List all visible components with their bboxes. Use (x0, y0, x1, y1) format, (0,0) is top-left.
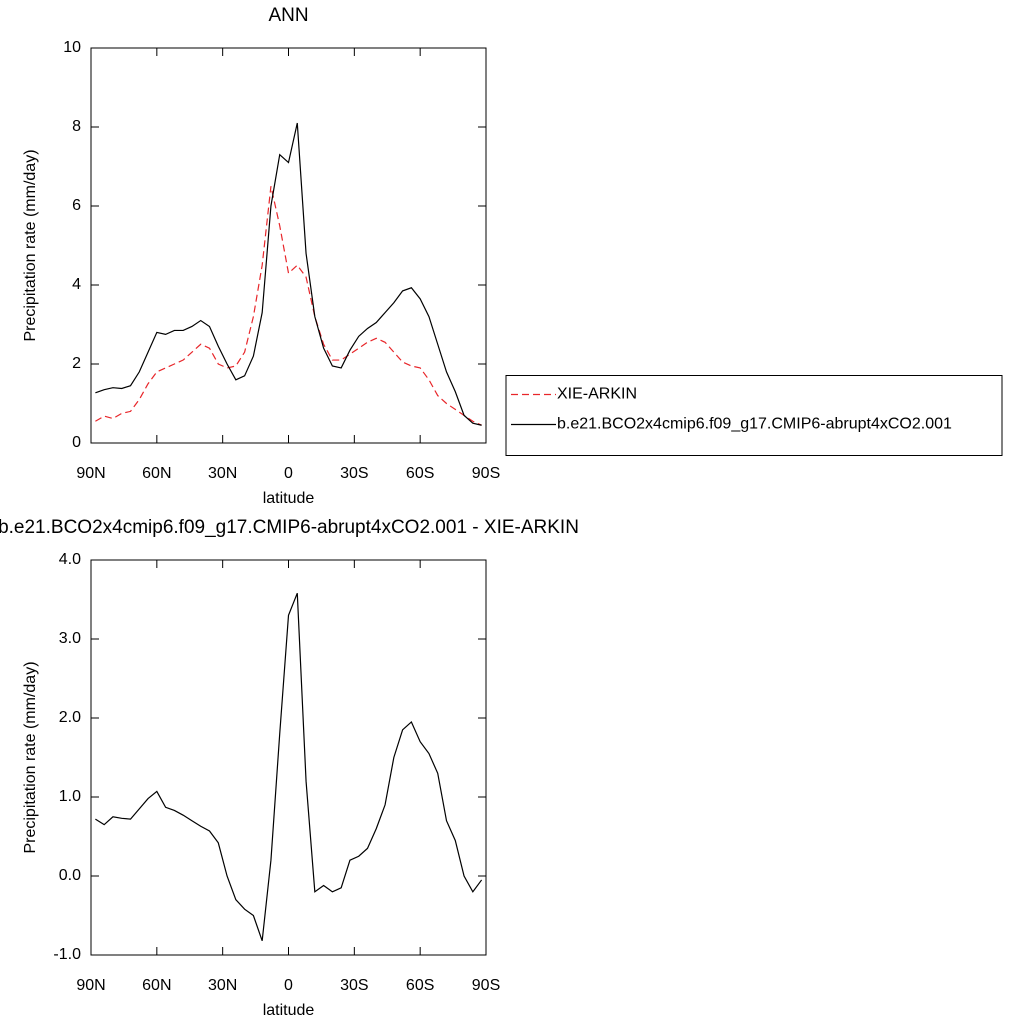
data-line (95, 122, 482, 426)
x-tick-label: 30S (340, 465, 368, 482)
x-tick-label: 90S (472, 977, 500, 994)
y-tick-label: 6 (72, 197, 81, 214)
y-tick-label: 8 (72, 118, 81, 135)
y-tick-label: 2 (72, 355, 81, 372)
y-axis-label: Precipitation rate (mm/day) (22, 661, 39, 853)
y-tick-label: -1.0 (53, 946, 81, 963)
x-tick-label: 90S (472, 465, 500, 482)
y-tick-label: 0.0 (59, 867, 81, 884)
x-axis-label: latitude (263, 490, 315, 507)
x-tick-label: 90N (76, 465, 105, 482)
data-line (95, 186, 482, 426)
y-tick-label: 3.0 (59, 630, 81, 647)
chart-title: ANN (268, 5, 308, 26)
x-tick-label: 60N (142, 977, 171, 994)
y-tick-label: 1.0 (59, 788, 81, 805)
y-tick-label: 2.0 (59, 709, 81, 726)
chart-title: b.e21.BCO2x4cmip6.f09_g17.CMIP6-abrupt4x… (0, 517, 579, 538)
legend-label: XIE-ARKIN (557, 386, 637, 403)
legend-box (505, 375, 1003, 456)
plot-frame (90, 47, 487, 444)
x-axis-label: latitude (263, 1002, 315, 1019)
y-tick-label: 4 (72, 276, 81, 293)
x-tick-label: 30N (208, 977, 237, 994)
plot-frame (90, 559, 487, 956)
x-tick-label: 30S (340, 977, 368, 994)
x-tick-label: 60S (406, 977, 434, 994)
y-tick-label: 10 (63, 39, 81, 56)
x-tick-label: 60N (142, 465, 171, 482)
x-tick-label: 90N (76, 977, 105, 994)
x-tick-label: 60S (406, 465, 434, 482)
x-tick-label: 30N (208, 465, 237, 482)
x-tick-label: 0 (284, 977, 293, 994)
x-tick-label: 0 (284, 465, 293, 482)
y-axis-label: Precipitation rate (mm/day) (22, 149, 39, 341)
y-tick-label: 0 (72, 434, 81, 451)
legend-label: b.e21.BCO2x4cmip6.f09_g17.CMIP6-abrupt4x… (557, 416, 952, 433)
data-line (95, 592, 483, 941)
y-tick-label: 4.0 (59, 551, 81, 568)
